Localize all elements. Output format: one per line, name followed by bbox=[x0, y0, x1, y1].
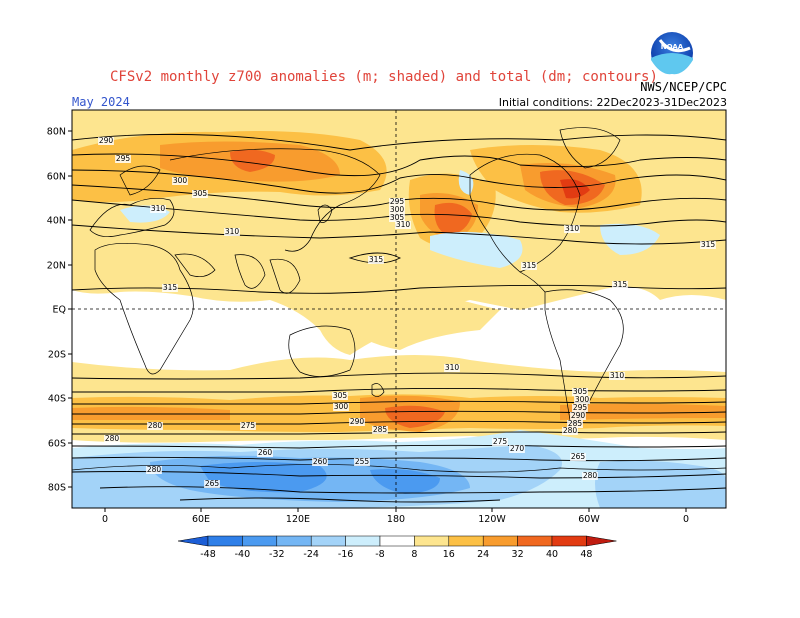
lat-tick-label: 20S bbox=[48, 350, 66, 361]
lat-tick-label: 80N bbox=[47, 127, 66, 138]
contour-label: 280 bbox=[147, 465, 162, 474]
lat-tick-label: EQ bbox=[53, 305, 66, 316]
lat-tick-label: 60S bbox=[48, 439, 66, 450]
contour-label: 315 bbox=[613, 280, 628, 289]
colorbar-label: 48 bbox=[580, 549, 592, 560]
agency-label: NWS/NCEP/CPC bbox=[640, 80, 727, 94]
logo-text: NOAA bbox=[661, 43, 684, 51]
contour-label: 280 bbox=[583, 471, 598, 480]
coastlines bbox=[72, 127, 726, 473]
colorbar-segment bbox=[517, 535, 553, 547]
colorbar-segment bbox=[551, 535, 587, 547]
contour-label: 305 bbox=[333, 391, 348, 400]
lon-tick-label: 0 bbox=[102, 514, 108, 525]
colorbar-arrow-left bbox=[177, 535, 209, 547]
lat-tick-label: 40N bbox=[47, 216, 66, 227]
colorbar-segment bbox=[448, 535, 484, 547]
contour-label: 300 bbox=[390, 205, 405, 214]
contour-label: 255 bbox=[355, 457, 370, 466]
contour-label: 300 bbox=[173, 176, 188, 185]
contour-label: 305 bbox=[193, 189, 208, 198]
latitude-axis: 80N 60N 40N 20N EQ 20S 40S 60S 80S bbox=[47, 127, 72, 494]
colorbar-segment bbox=[482, 535, 518, 547]
lat-tick-label: 60N bbox=[47, 172, 66, 183]
colorbar-segment bbox=[379, 535, 415, 547]
colorbar-label: 16 bbox=[443, 549, 455, 560]
lon-tick-label: 60W bbox=[578, 514, 600, 525]
contour-label: 310 bbox=[445, 363, 460, 372]
contour-label: 315 bbox=[701, 240, 716, 249]
colorbar-label: 32 bbox=[512, 549, 524, 560]
contour-label: 295 bbox=[116, 154, 131, 163]
contour-label: 290 bbox=[350, 417, 365, 426]
contour-label: 275 bbox=[241, 421, 256, 430]
contour-label: 310 bbox=[151, 204, 166, 213]
contour-label: 305 bbox=[390, 213, 405, 222]
lat-tick-label: 40S bbox=[48, 394, 66, 405]
contour-label: 275 bbox=[493, 437, 508, 446]
contour-label: 300 bbox=[334, 402, 349, 411]
contour-label: 265 bbox=[205, 479, 220, 488]
contour-label: 315 bbox=[163, 283, 178, 292]
colorbar-arrow-right bbox=[586, 535, 617, 547]
colorbar-segment bbox=[242, 535, 278, 547]
contour-label: 280 bbox=[563, 426, 578, 435]
contour-label: 290 bbox=[99, 136, 114, 145]
lon-tick-label: 120W bbox=[478, 514, 506, 525]
contour-label: 290 bbox=[571, 411, 586, 420]
contour-label: 265 bbox=[571, 452, 586, 461]
colorbar-label: -48 bbox=[200, 549, 216, 560]
contour-labels: 2902953003053103103152802802953003053103… bbox=[98, 136, 716, 488]
contour-label: 310 bbox=[610, 371, 625, 380]
contour-label: 295 bbox=[573, 403, 588, 412]
colorbar-segment bbox=[310, 535, 346, 547]
lat-tick-label: 20N bbox=[47, 261, 66, 272]
contour-label: 305 bbox=[573, 387, 588, 396]
contour-label: 260 bbox=[258, 448, 273, 457]
colorbar-label: 8 bbox=[411, 549, 417, 560]
longitude-axis: 0 60E 120E 180 120W 60W 0 bbox=[102, 508, 689, 525]
map-area: 2902953003053103103152802802953003053103… bbox=[72, 110, 726, 508]
valid-month: May 2024 bbox=[72, 95, 130, 109]
lon-tick-label: 60E bbox=[192, 514, 210, 525]
colorbar-label: -24 bbox=[303, 549, 319, 560]
colorbar-segment bbox=[276, 535, 312, 547]
colorbar-label: -32 bbox=[269, 549, 285, 560]
contour-label: 285 bbox=[373, 425, 388, 434]
colorbar-label: -40 bbox=[235, 549, 251, 560]
initial-conditions: Initial conditions: 22Dec2023-31Dec2023 bbox=[499, 96, 727, 109]
contour-label: 270 bbox=[510, 444, 525, 453]
contour-label: 310 bbox=[565, 224, 580, 233]
colorbar-segment bbox=[345, 535, 381, 547]
colorbar: -48 -40 -32 -24 -16 -8 8 16 24 32 40 48 bbox=[177, 535, 617, 560]
colorbar-label: -8 bbox=[375, 549, 384, 560]
colorbar-label: 24 bbox=[477, 549, 489, 560]
contour-label: 315 bbox=[522, 261, 537, 270]
contour-label: 285 bbox=[568, 419, 583, 428]
colorbar-label: -16 bbox=[338, 549, 354, 560]
lat-tick-label: 80S bbox=[48, 483, 66, 494]
colorbar-segment bbox=[207, 535, 243, 547]
figure-title: CFSv2 monthly z700 anomalies (m; shaded)… bbox=[110, 69, 658, 85]
contour-label: 260 bbox=[313, 457, 328, 466]
colorbar-segment bbox=[414, 535, 450, 547]
colorbar-label: 40 bbox=[546, 549, 558, 560]
contour-label: 310 bbox=[225, 227, 240, 236]
contour-label: 280 bbox=[105, 434, 120, 443]
lon-tick-label: 0 bbox=[683, 514, 689, 525]
contour-label: 280 bbox=[148, 421, 163, 430]
noaa-logo: NOAA bbox=[651, 32, 693, 75]
contour-label: 300 bbox=[575, 395, 590, 404]
contour-label: 310 bbox=[396, 220, 411, 229]
lon-tick-label: 180 bbox=[387, 514, 405, 525]
lon-tick-label: 120E bbox=[286, 514, 310, 525]
height-contours bbox=[72, 133, 726, 503]
contour-label: 315 bbox=[369, 255, 384, 264]
contour-label: 295 bbox=[390, 197, 405, 206]
